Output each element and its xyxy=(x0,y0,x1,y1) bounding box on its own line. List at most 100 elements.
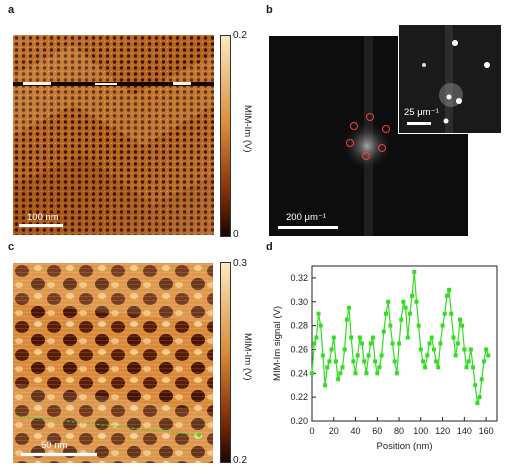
data-point xyxy=(377,365,382,370)
data-point xyxy=(438,341,443,346)
mim-image-a: 100 nm xyxy=(13,35,214,235)
data-point xyxy=(453,353,458,358)
data-point xyxy=(331,335,336,340)
data-point xyxy=(403,305,408,310)
data-point xyxy=(421,359,425,364)
data-point xyxy=(336,377,341,382)
panel-letter-b: b xyxy=(266,4,273,16)
y-tick-label: 0.30 xyxy=(290,297,308,307)
y-tick-label: 0.20 xyxy=(290,416,308,426)
data-point xyxy=(351,359,356,364)
scalebar-a xyxy=(19,224,63,227)
data-point xyxy=(449,311,454,316)
y-tick-label: 0.22 xyxy=(290,392,308,402)
inset-scalebar-b xyxy=(407,122,431,125)
x-axis-label: Position (nm) xyxy=(377,441,433,452)
data-point xyxy=(370,335,375,340)
data-point xyxy=(434,359,439,364)
data-point xyxy=(312,341,317,346)
x-tick-label: 160 xyxy=(479,426,494,436)
data-point xyxy=(399,317,404,322)
data-point xyxy=(458,317,462,322)
plot-frame xyxy=(311,265,498,422)
data-point xyxy=(318,323,323,328)
data-point xyxy=(455,341,460,346)
data-point xyxy=(390,341,395,346)
data-point xyxy=(314,335,319,340)
data-point xyxy=(410,293,415,298)
data-point xyxy=(431,347,436,352)
data-point xyxy=(451,335,456,340)
data-point xyxy=(464,365,469,370)
data-point xyxy=(362,359,367,364)
data-point xyxy=(427,341,432,346)
data-point xyxy=(416,323,421,328)
data-point xyxy=(353,371,358,376)
data-point xyxy=(440,323,445,328)
data-point xyxy=(392,359,397,364)
data-point xyxy=(342,347,347,352)
x-tick-label: 40 xyxy=(351,426,361,436)
data-point xyxy=(429,335,434,340)
data-point xyxy=(486,353,491,358)
data-point xyxy=(444,293,449,298)
colorbar-c-bottom: 0.2 xyxy=(233,455,247,466)
colorbar-c xyxy=(220,262,231,463)
data-point xyxy=(325,365,330,370)
x-tick-label: 140 xyxy=(457,426,472,436)
y-tick-label: 0.32 xyxy=(290,273,308,283)
data-point xyxy=(479,377,484,382)
scalebar-b xyxy=(278,226,338,229)
data-point xyxy=(418,347,423,352)
x-tick-label: 60 xyxy=(372,426,382,436)
data-point xyxy=(323,383,328,388)
data-point xyxy=(316,311,321,316)
data-point xyxy=(379,353,384,358)
data-point xyxy=(473,383,478,388)
data-point xyxy=(412,269,417,274)
data-point xyxy=(388,323,393,328)
data-point xyxy=(364,371,369,376)
data-point xyxy=(447,287,452,292)
data-point xyxy=(481,359,486,364)
scalebar-label-b: 200 μm⁻¹ xyxy=(286,212,327,223)
y-tick-label: 0.26 xyxy=(290,344,308,354)
data-point xyxy=(384,311,388,316)
data-point xyxy=(310,371,314,376)
colorbar-c-top: 0.3 xyxy=(233,258,247,269)
data-point xyxy=(442,311,447,316)
data-point xyxy=(375,371,380,376)
data-point xyxy=(360,341,365,346)
y-axis-label: MIM-Im signal (V) xyxy=(272,306,283,381)
data-point xyxy=(397,341,402,346)
colorbar-c-label: MIM-Im (V) xyxy=(242,333,253,381)
data-point xyxy=(340,365,345,370)
data-point xyxy=(401,299,406,304)
data-point xyxy=(484,347,489,352)
scalebar-label-c: 50 nm xyxy=(41,440,68,451)
data-point xyxy=(405,335,410,340)
data-point xyxy=(423,365,428,370)
data-point xyxy=(466,359,471,364)
data-point xyxy=(357,335,362,340)
data-point xyxy=(368,341,373,346)
data-point xyxy=(468,347,473,352)
data-point xyxy=(471,365,476,370)
inset-scalebar-label-b: 25 μm⁻¹ xyxy=(404,107,439,118)
data-point xyxy=(349,335,354,340)
mim-image-c: 50 nm xyxy=(13,263,213,463)
series-line xyxy=(311,271,489,404)
data-point xyxy=(425,353,430,358)
data-point xyxy=(373,359,378,364)
data-point xyxy=(407,311,412,316)
x-tick-label: 0 xyxy=(309,426,314,436)
data-point xyxy=(386,299,391,304)
data-point xyxy=(381,329,386,334)
data-point xyxy=(436,365,441,370)
data-point xyxy=(477,395,482,400)
scalebar-c xyxy=(21,453,97,456)
panel-letter-c: c xyxy=(8,241,15,253)
data-point xyxy=(347,305,351,310)
data-point xyxy=(475,401,480,406)
colorbar-a-top: 0.2 xyxy=(233,30,247,41)
